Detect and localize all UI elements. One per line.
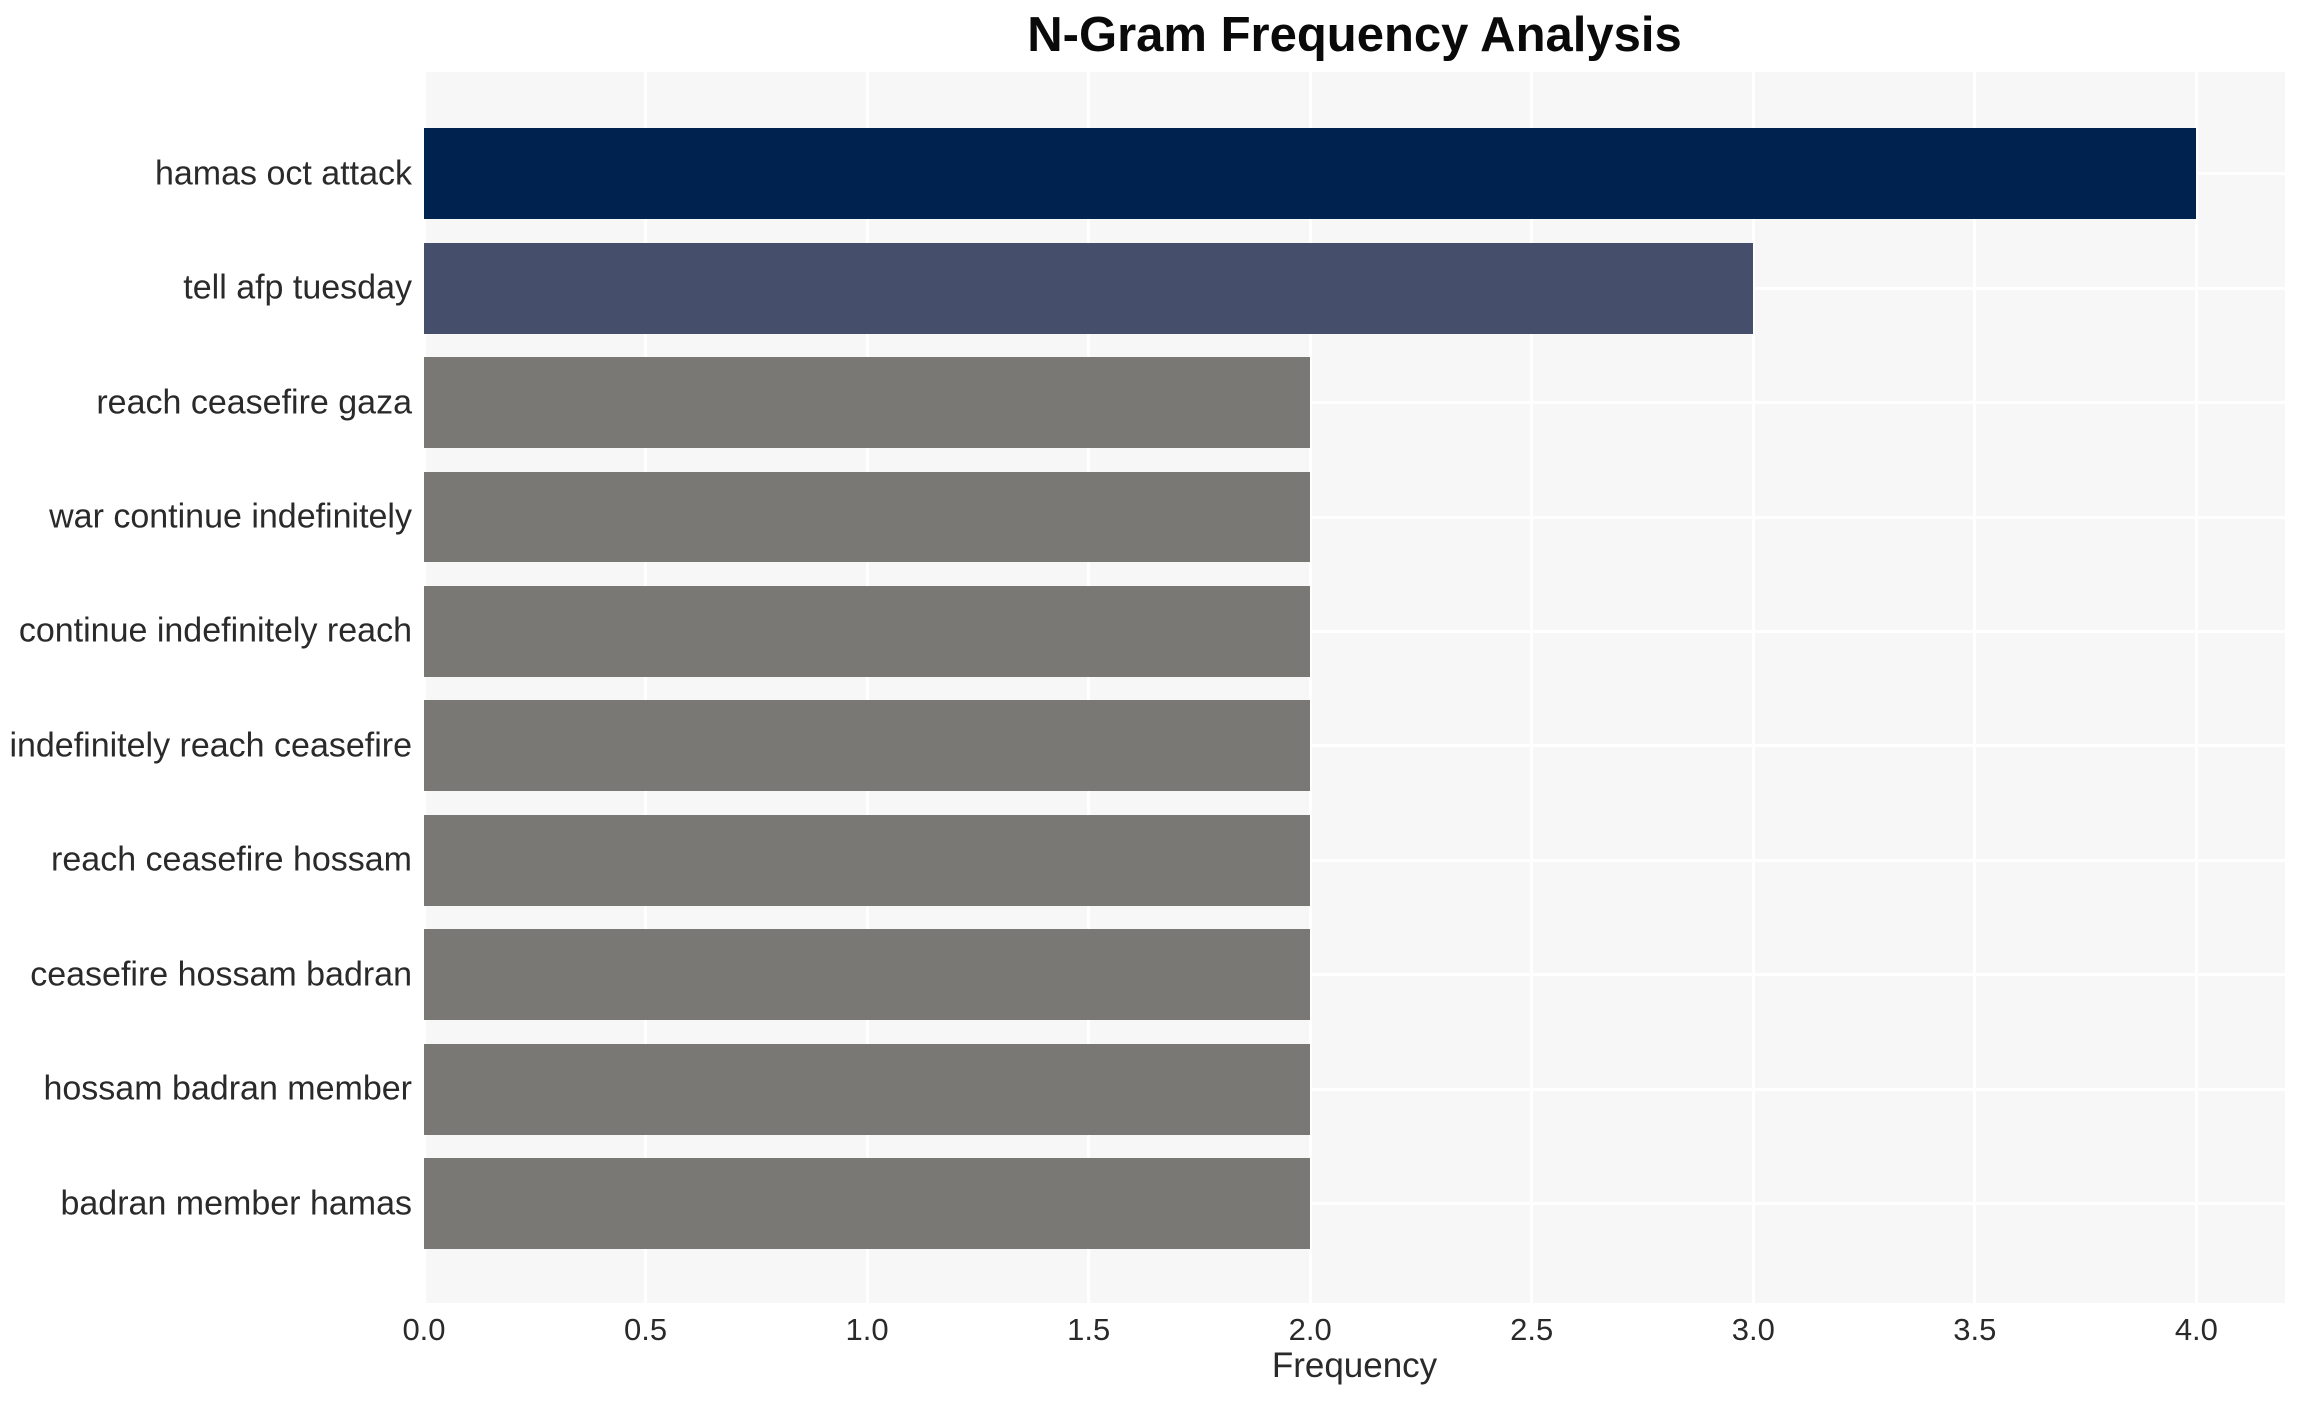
y-tick-label: reach ceasefire gaza <box>96 383 412 422</box>
horizontal-gridline <box>424 1087 2285 1091</box>
x-tick-label: 0.0 <box>402 1312 446 1347</box>
x-tick-label: 3.0 <box>1731 1312 1775 1347</box>
x-tick-label: 2.5 <box>1510 1312 1554 1347</box>
horizontal-gridline <box>424 973 2285 977</box>
bar-reach-ceasefire-hossam <box>424 814 1311 906</box>
vertical-gridline <box>1530 72 1534 1303</box>
horizontal-gridline <box>424 1202 2285 1206</box>
y-tick-label: war continue indefinitely <box>49 497 412 536</box>
vertical-gridline <box>644 72 648 1303</box>
bar-tell-afp-tuesday <box>424 242 1754 334</box>
y-tick-label: ceasefire hossam badran <box>30 955 412 994</box>
y-tick-label: continue indefinitely reach <box>18 611 412 650</box>
vertical-gridline <box>424 72 426 1303</box>
bar-indefinitely-reach-ceasefire <box>424 700 1311 792</box>
vertical-gridline <box>1973 72 1977 1303</box>
bar-reach-ceasefire-gaza <box>424 357 1311 448</box>
horizontal-gridline <box>424 401 2285 405</box>
x-axis-ticks: 0.0 0.5 1.0 1.5 2.0 2.5 3.0 3.5 4.0 <box>402 1303 2285 1355</box>
x-tick-label: 1.0 <box>845 1312 889 1347</box>
x-axis-title: Frequency <box>1271 1346 1438 1385</box>
y-tick-label: hamas oct attack <box>154 154 412 193</box>
horizontal-gridline <box>424 744 2285 748</box>
x-tick-label: 0.5 <box>623 1312 668 1347</box>
x-tick-label: 4.0 <box>2174 1312 2218 1347</box>
x-tick-label: 1.5 <box>1067 1312 1111 1347</box>
chart-title: N-Gram Frequency Analysis <box>1027 8 1682 62</box>
bar-hossam-badran-member <box>424 1043 1311 1135</box>
vertical-gridline <box>2194 72 2198 1303</box>
y-tick-label: indefinitely reach ceasefire <box>9 726 412 765</box>
horizontal-gridline <box>424 629 2285 633</box>
y-tick-label: hossam badran member <box>43 1069 412 1108</box>
y-tick-label: tell afp tuesday <box>183 268 412 307</box>
bar-badran-member-hamas <box>424 1158 1311 1250</box>
x-tick-label: 3.5 <box>1953 1312 1997 1347</box>
y-tick-label: reach ceasefire hossam <box>51 840 412 879</box>
horizontal-gridline <box>424 858 2285 862</box>
plot-area <box>424 72 2285 1303</box>
horizontal-gridline <box>424 515 2285 519</box>
y-axis-labels: hamas oct attack tell afp tuesday reach ce… <box>0 72 412 1303</box>
vertical-gridline <box>865 72 869 1303</box>
bar-hamas-oct-attack <box>424 128 2197 220</box>
vertical-gridline <box>1308 72 1312 1303</box>
vertical-gridline <box>1087 72 1091 1303</box>
x-tick-label: 2.0 <box>1288 1312 1332 1347</box>
y-tick-label: badran member hamas <box>60 1184 412 1223</box>
vertical-gridline <box>1751 72 1755 1303</box>
bar-war-continue-indefinitely <box>424 471 1311 563</box>
bar-continue-indefinitely-reach <box>424 586 1311 677</box>
bar-ceasefire-hossam-badran <box>424 929 1311 1021</box>
